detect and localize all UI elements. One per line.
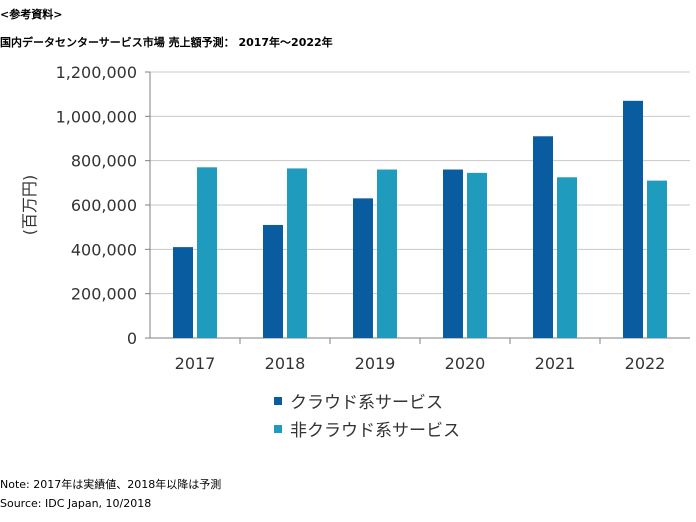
bar-cloud-2019 bbox=[353, 198, 373, 338]
x-tick-label: 2021 bbox=[535, 354, 576, 373]
bar-non-cloud-2022 bbox=[647, 180, 667, 338]
chart-note: Note: 2017年は実績値、2018年以降は予測 bbox=[0, 478, 222, 491]
bar-non-cloud-2019 bbox=[377, 169, 397, 338]
y-tick-label: 400,000 bbox=[71, 240, 137, 259]
bar-cloud-2018 bbox=[263, 224, 283, 338]
legend-label: クラウド系サービス bbox=[290, 393, 443, 413]
bar-cloud-2017 bbox=[173, 247, 193, 338]
y-tick-label: 1,000,000 bbox=[56, 107, 137, 126]
legend-label: 非クラウド系サービス bbox=[290, 421, 460, 441]
x-tick-label: 2020 bbox=[445, 354, 486, 373]
bar-non-cloud-2017 bbox=[197, 167, 217, 338]
y-tick-label: 1,200,000 bbox=[56, 63, 137, 82]
bar-non-cloud-2020 bbox=[467, 172, 487, 338]
reference-label: <参考資料> bbox=[0, 8, 63, 21]
x-tick-label: 2018 bbox=[265, 354, 306, 373]
y-tick-label: 800,000 bbox=[71, 152, 137, 171]
bar-non-cloud-2018 bbox=[287, 168, 307, 338]
chart-title: 国内データセンターサービス市場 売上額予測： 2017年～2022年 bbox=[0, 36, 333, 49]
legend-swatch bbox=[274, 425, 282, 433]
bar-cloud-2021 bbox=[533, 136, 553, 338]
x-tick-label: 2022 bbox=[625, 354, 666, 373]
x-tick-label: 2019 bbox=[355, 354, 396, 373]
y-tick-label: 200,000 bbox=[71, 285, 137, 304]
bar-cloud-2022 bbox=[623, 100, 643, 338]
bar-cloud-2020 bbox=[443, 169, 463, 338]
bar-non-cloud-2021 bbox=[557, 177, 577, 338]
y-tick-label: 0 bbox=[127, 329, 137, 348]
y-tick-label: 600,000 bbox=[71, 196, 137, 215]
legend-swatch bbox=[274, 397, 282, 405]
x-tick-label: 2017 bbox=[175, 354, 216, 373]
chart-source: Source: IDC Japan, 10/2018 bbox=[0, 497, 152, 510]
y-axis-label: (百万円) bbox=[20, 175, 39, 236]
